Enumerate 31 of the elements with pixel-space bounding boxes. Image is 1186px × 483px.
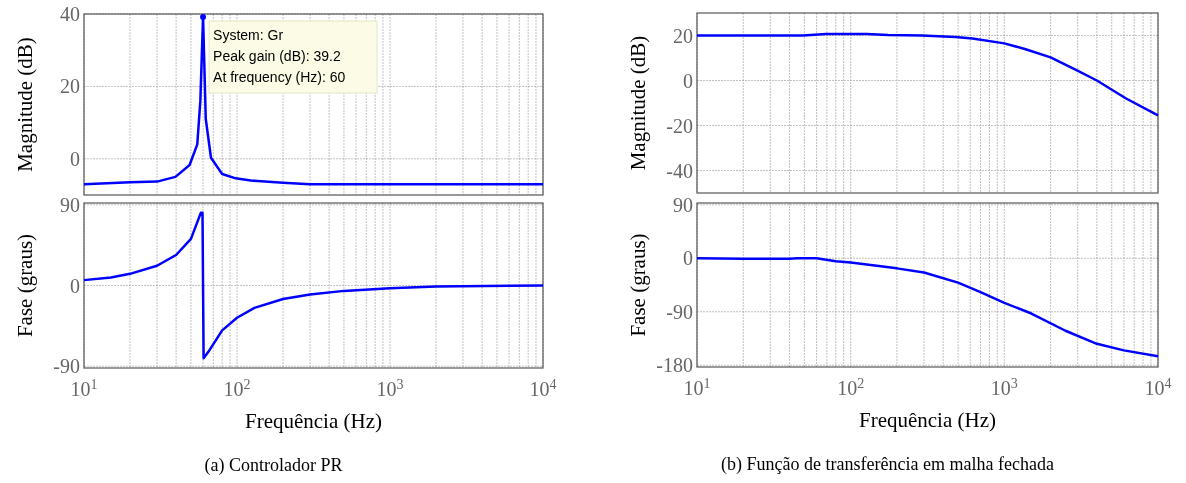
y-tick-label: -180	[656, 354, 693, 377]
x-tick-label: 10$^{4}$	[529, 376, 557, 400]
annotation: System: Gr Peak gain (dB): 39.2 At frequency (Hz): 60	[213, 27, 346, 85]
y-axis-title: Fase (graus)	[626, 233, 650, 337]
x-tick-label: 10$^{3}$	[376, 376, 404, 400]
y-tick-label: 0	[70, 274, 80, 297]
y-axis-title: Magnitude (dB)	[626, 35, 650, 171]
x-tick-label: 10$^{2}$	[837, 375, 865, 399]
y-tick-label: 90	[673, 193, 693, 216]
x-tick-label: 10$^{1}$	[70, 376, 98, 400]
y-tick-label: 0	[683, 247, 693, 270]
y-tick-label: -90	[53, 355, 80, 378]
y-axis-title: Fase (graus)	[13, 233, 37, 338]
x-tick-label: 10$^{2}$	[223, 376, 251, 400]
x-tick-label: 10$^{1}$	[683, 375, 711, 399]
y-tick-label: -90	[666, 300, 693, 323]
x-axis-title: Frequência (Hz)	[244, 409, 383, 433]
x-tick-label: 10$^{3}$	[990, 375, 1018, 399]
text: (a) Controlador PR	[204, 455, 343, 476]
x-tick-label: 10$^{4}$	[1144, 375, 1172, 399]
y-tick-label: 90	[60, 193, 80, 216]
y-tick-label: 20	[673, 24, 693, 47]
text: (b) Função de transferência em malha fechada	[721, 454, 1054, 475]
y-axis-title: Magnitude (dB)	[13, 37, 37, 172]
y-tick-label: -40	[666, 159, 693, 182]
y-tick-label: -20	[666, 114, 693, 137]
y-tick-label: 40	[60, 3, 80, 25]
y-tick-label: 20	[60, 75, 80, 98]
y-tick-label: 0	[683, 69, 693, 92]
x-axis-title: Frequência (Hz)	[858, 408, 997, 432]
y-tick-label: 0	[70, 147, 80, 170]
